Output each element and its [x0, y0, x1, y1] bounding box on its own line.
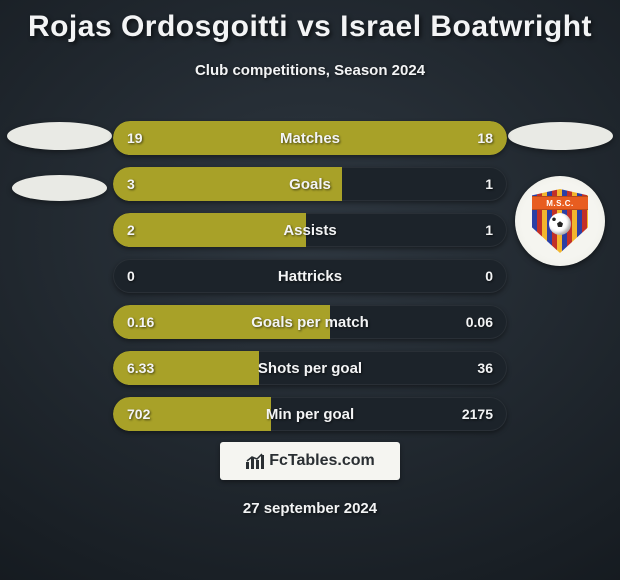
stat-label: Shots per goal	[113, 351, 507, 385]
stat-row: 31Goals	[113, 167, 507, 201]
stat-row: 1918Matches	[113, 121, 507, 155]
stat-label: Hattricks	[113, 259, 507, 293]
date-text: 27 september 2024	[0, 500, 620, 517]
brand-logo: FcTables.com	[220, 442, 400, 480]
stat-label: Assists	[113, 213, 507, 247]
subtitle: Club competitions, Season 2024	[0, 62, 620, 79]
stat-row: 21Assists	[113, 213, 507, 247]
player-left-photo-placeholder-2	[12, 175, 107, 201]
stat-row: 0.160.06Goals per match	[113, 305, 507, 339]
stat-label: Min per goal	[113, 397, 507, 431]
stat-label: Goals per match	[113, 305, 507, 339]
brand-chart-icon	[245, 451, 265, 471]
stat-row: 7022175Min per goal	[113, 397, 507, 431]
stats-container: 1918Matches 31Goals 21Assists 00Hattricks 0.…	[113, 121, 507, 443]
stat-label: Goals	[113, 167, 507, 201]
shield-ball-icon	[549, 213, 571, 235]
stat-label: Matches	[113, 121, 507, 155]
brand-text: FcTables.com	[269, 452, 375, 470]
player-right-photo-placeholder	[508, 122, 613, 150]
club-shield: M.S.C.	[532, 189, 588, 253]
stat-row: 00Hattricks	[113, 259, 507, 293]
shield-ribbon: M.S.C.	[532, 196, 588, 210]
shield-ribbon-text: M.S.C.	[546, 199, 573, 208]
player-left-photo-placeholder-1	[7, 122, 112, 150]
stat-row: 6.3336Shots per goal	[113, 351, 507, 385]
page-title: Rojas Ordosgoitti vs Israel Boatwright	[0, 10, 620, 44]
club-badge: M.S.C.	[515, 176, 605, 266]
